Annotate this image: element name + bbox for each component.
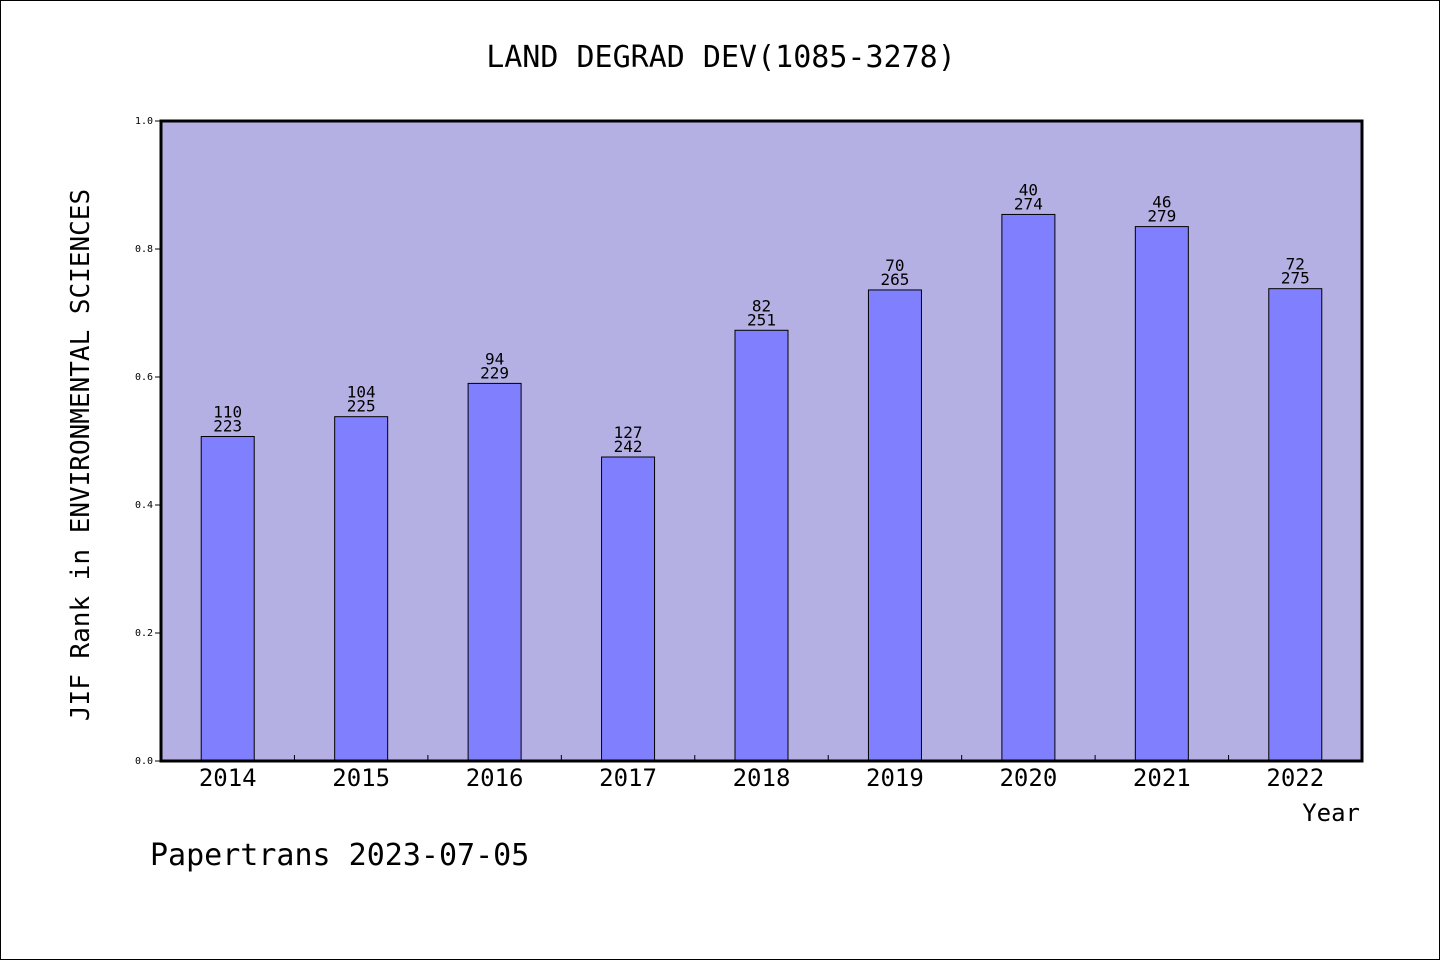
rank-label-2017: 127 [614, 423, 643, 442]
rank-label-2016: 94 [485, 349, 504, 368]
y-tick-label: 0.4 [135, 500, 153, 511]
total-label-2018: 251 [747, 310, 776, 329]
y-tick-label: 0.0 [135, 756, 153, 767]
bar-2018 [734, 329, 789, 762]
total-label-2014: 223 [213, 417, 242, 436]
total-label-2022: 275 [1281, 269, 1310, 288]
bar-2020 [1001, 213, 1056, 762]
bar-2017 [601, 456, 656, 762]
total-label-2019: 265 [880, 270, 909, 289]
x-tick-label-2021: 2021 [1133, 764, 1191, 792]
rank-label-2019: 70 [885, 256, 904, 275]
x-tick-label-2014: 2014 [199, 764, 257, 792]
x-tick-label-2022: 2022 [1266, 764, 1324, 792]
bar-2015 [334, 416, 389, 762]
bar-2019 [867, 289, 922, 762]
x-tick-label-2019: 2019 [866, 764, 924, 792]
chart-title: LAND DEGRAD DEV(1085-3278) [486, 40, 956, 75]
rank-label-2020: 40 [1019, 180, 1038, 199]
x-axis-ticks: 2014 2015 2016 2017 2018 2019 2020 2021 2022 [160, 755, 1363, 792]
y-axis-label: JIF Rank in ENVIRONMENTAL SCIENCES [66, 189, 96, 721]
total-label-2021: 279 [1147, 207, 1176, 226]
y-tick-label: 0.8 [135, 244, 153, 255]
total-label-2015: 225 [347, 397, 376, 416]
rank-label-2018: 82 [752, 296, 771, 315]
total-label-2017: 242 [614, 437, 643, 456]
footer-credit: Papertrans 2023-07-05 [150, 838, 529, 873]
rank-label-2022: 72 [1286, 255, 1305, 274]
x-axis-label: Year [1302, 799, 1360, 827]
bar-2014 [200, 436, 255, 762]
x-tick-label-2016: 2016 [466, 764, 524, 792]
rank-label-2021: 46 [1152, 193, 1171, 212]
rank-label-2015: 104 [347, 383, 376, 402]
total-label-2020: 274 [1014, 194, 1043, 213]
y-axis-ticks: 0.0 0.2 0.4 0.6 0.8 1.0 [135, 116, 161, 767]
bar-2021 [1134, 226, 1189, 762]
y-tick-label: 0.2 [135, 628, 153, 639]
x-tick-label-2015: 2015 [332, 764, 390, 792]
x-tick-label-2018: 2018 [733, 764, 791, 792]
bar-2016 [467, 382, 522, 762]
plot-border [159, 119, 1364, 763]
bar-2022 [1268, 288, 1323, 762]
total-label-2016: 229 [480, 363, 509, 382]
x-tick-label-2017: 2017 [599, 764, 657, 792]
y-tick-label: 1.0 [135, 116, 153, 127]
y-tick-label: 0.6 [135, 372, 153, 383]
rank-label-2014: 110 [213, 403, 242, 422]
x-tick-label-2020: 2020 [999, 764, 1057, 792]
